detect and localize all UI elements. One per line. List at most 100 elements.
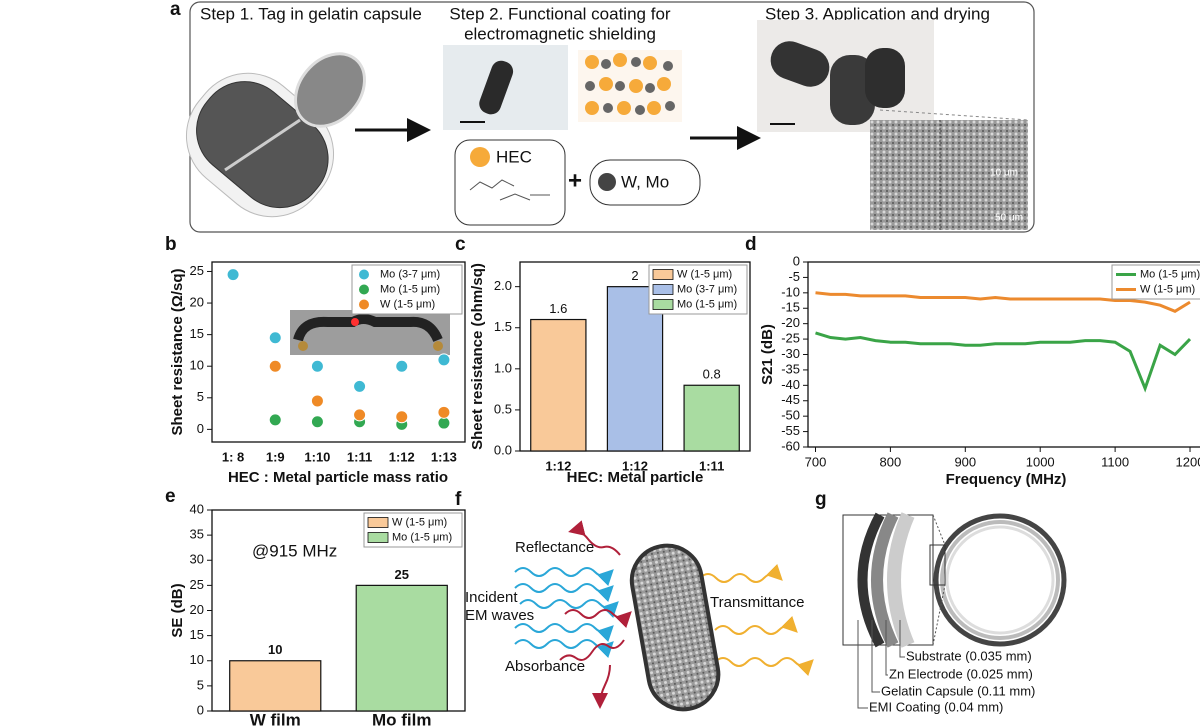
- y-tick-label: 1.5: [494, 319, 512, 334]
- y-tick-label: 15: [190, 326, 204, 341]
- legend-label: W (1-5 μm): [677, 268, 732, 280]
- point: [395, 410, 409, 424]
- scale-bar-label: 10 μm: [990, 168, 1018, 179]
- y-tick-label: -15: [781, 300, 800, 315]
- capsule-illustration: [185, 52, 366, 218]
- legend-label: Mo (1-5 μm): [380, 283, 440, 295]
- point: [437, 353, 451, 367]
- x-tick-label: 700: [805, 454, 827, 469]
- legend-marker: [652, 299, 674, 310]
- y-tick-label: 35: [190, 527, 204, 542]
- x-tick-label: 1:11: [699, 458, 724, 473]
- hec-label: HEC: [496, 147, 532, 166]
- point: [310, 415, 324, 429]
- layer-illustration: [842, 512, 1067, 709]
- legend-label: W (1-5 μm): [1140, 283, 1195, 295]
- step-title: Step 1. Tag in gelatin capsule: [200, 4, 422, 23]
- point: [268, 413, 282, 427]
- coating-photo: [443, 45, 701, 226]
- plus: +: [568, 167, 582, 194]
- x-tick-label: 1000: [1026, 454, 1055, 469]
- x-tick-label: 1:12: [389, 449, 415, 464]
- point: [226, 268, 240, 282]
- bar: [530, 318, 587, 452]
- step-title: electromagnetic shielding: [464, 24, 656, 43]
- y-axis-title: SE (dB): [169, 583, 186, 637]
- y-tick-label: -10: [781, 284, 800, 299]
- y-tick-label: 0: [197, 702, 204, 717]
- panel-label: g: [815, 489, 827, 510]
- panel-label: c: [455, 234, 466, 255]
- value-label: 10: [268, 642, 282, 657]
- point: [395, 359, 409, 373]
- legend-label: Mo (1-5 μm): [392, 531, 452, 543]
- value-label: 2: [631, 268, 638, 283]
- y-tick-label: -40: [781, 377, 800, 392]
- x-tick-label: 1200: [1176, 454, 1200, 469]
- point: [353, 408, 367, 422]
- legend-label: W (1-5 μm): [392, 516, 447, 528]
- metal-label: W, Mo: [621, 172, 669, 191]
- y-tick-label: -60: [781, 438, 800, 453]
- inset-photo: [290, 310, 450, 355]
- wave-label: Transmittance: [710, 594, 804, 611]
- point: [353, 379, 367, 393]
- panel-label: a: [170, 0, 181, 20]
- legend-label: W (1-5 μm): [380, 298, 435, 310]
- x-tick-label: 1:12: [622, 458, 648, 473]
- y-tick-label: 15: [190, 627, 204, 642]
- line: [815, 291, 1191, 313]
- legend-marker: [367, 517, 389, 528]
- panel-label: e: [165, 486, 176, 507]
- layer-label: Substrate (0.035 mm): [906, 648, 1032, 663]
- legend-marker: [367, 532, 389, 543]
- point: [268, 331, 282, 345]
- value-label: 25: [395, 567, 409, 582]
- layer-label: Gelatin Capsule (0.11 mm): [881, 683, 1035, 698]
- x-axis-title: Frequency (MHz): [946, 471, 1067, 488]
- wave-label: Reflectance: [515, 539, 594, 556]
- layer-label: Zn Electrode (0.025 mm): [889, 666, 1033, 681]
- legend-label: Mo (3-7 μm): [380, 268, 440, 280]
- y-tick-label: 1.0: [494, 360, 512, 375]
- x-tick-label: Mo film: [372, 710, 432, 727]
- x-tick-label: 1:12: [545, 458, 571, 473]
- x-tick-label: 1: 8: [222, 449, 244, 464]
- y-tick-label: 2.0: [494, 278, 512, 293]
- bar: [355, 584, 448, 712]
- point: [437, 405, 451, 419]
- y-tick-label: 0.0: [494, 442, 512, 457]
- y-tick-label: -55: [781, 423, 800, 438]
- panel-label: f: [455, 489, 462, 510]
- y-tick-label: 20: [190, 294, 204, 309]
- y-tick-label: 5: [197, 677, 204, 692]
- legend-box: [351, 264, 463, 315]
- value-label: 0.8: [703, 367, 721, 382]
- x-tick-label: 1:9: [266, 449, 285, 464]
- y-tick-label: -50: [781, 408, 800, 423]
- layer-label: EMI Coating (0.04 mm): [869, 699, 1003, 714]
- bar: [229, 660, 322, 712]
- y-tick-label: 10: [190, 652, 204, 667]
- point: [437, 416, 451, 430]
- scale-bar-label: 50 μm: [995, 213, 1023, 224]
- point: [268, 359, 282, 373]
- x-tick-label: 900: [954, 454, 976, 469]
- bar: [683, 384, 740, 452]
- wave-label: Incident: [465, 589, 518, 606]
- y-tick-label: 0: [197, 421, 204, 436]
- legend-marker: [359, 284, 369, 295]
- dried-photo: [757, 20, 1029, 230]
- y-axis-title: Sheet resistance (ohm/sq): [469, 263, 486, 450]
- y-tick-label: -5: [788, 269, 800, 284]
- y-tick-label: 20: [190, 602, 204, 617]
- point: [310, 394, 324, 408]
- y-tick-label: -30: [781, 346, 800, 361]
- legend-label: Mo (3-7 μm): [677, 283, 737, 295]
- step-title: Step 2. Functional coating for: [449, 4, 670, 23]
- line: [815, 331, 1192, 393]
- y-axis-title: S21 (dB): [759, 324, 776, 385]
- y-tick-label: -45: [781, 392, 800, 407]
